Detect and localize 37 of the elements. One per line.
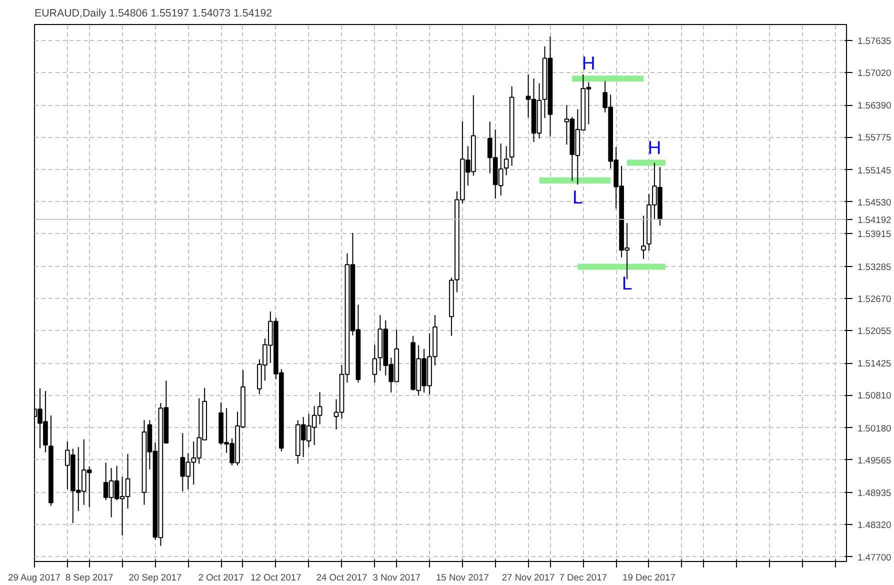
x-tick-label: 20 Sep 2017: [128, 572, 182, 582]
x-tick-label: 7 Dec 2017: [559, 572, 608, 582]
candlestick: [641, 215, 646, 260]
y-tick-label: 1.47700: [858, 552, 892, 562]
y-tick-label: 1.56390: [858, 100, 892, 111]
y-tick-label: 1.48935: [858, 488, 892, 498]
x-tick-label: 27 Nov 2017: [502, 572, 555, 582]
candlestick: [372, 344, 378, 384]
ref-line-label: 1.54192: [858, 214, 892, 225]
y-tick-label: 1.50180: [858, 423, 892, 434]
y-tick-label: 1.57635: [858, 36, 892, 46]
chart-title: EURAUD,Daily 1.54806 1.55197 1.54073 1.54192: [34, 8, 272, 20]
annotation: H: [582, 52, 596, 74]
y-tick-label: 1.55145: [858, 165, 892, 176]
x-tick-label: 19 Dec 2017: [622, 572, 676, 582]
candlestick: [504, 146, 509, 176]
y-tick-label: 1.55775: [858, 132, 892, 143]
y-tick-label: 1.52670: [858, 294, 892, 304]
x-tick-label: 15 Nov 2017: [436, 572, 489, 582]
x-tick-label: 12 Oct 2017: [250, 572, 302, 582]
y-tick-label: 1.53915: [858, 229, 892, 240]
y-tick-label: 1.54530: [858, 197, 892, 208]
x-tick-label: 24 Oct 2017: [316, 572, 368, 582]
annotation: L: [572, 186, 583, 208]
x-tick-label: 2 Oct 2017: [198, 572, 244, 582]
y-tick-label: 1.51425: [858, 358, 892, 369]
y-tick-label: 1.53285: [858, 262, 892, 272]
y-tick-label: 1.57020: [858, 68, 892, 78]
annotation: H: [648, 136, 662, 158]
y-tick-label: 1.49565: [858, 455, 892, 466]
annotation: L: [622, 272, 632, 294]
y-tick-label: 1.48320: [858, 520, 892, 530]
y-tick-label: 1.50810: [858, 390, 892, 401]
y-tick-label: 1.52055: [858, 326, 892, 336]
x-tick-label: 3 Nov 2017: [372, 572, 420, 582]
x-tick-label: 29 Aug 2017: [8, 572, 60, 582]
x-tick-label: 8 Sep 2017: [66, 572, 114, 582]
